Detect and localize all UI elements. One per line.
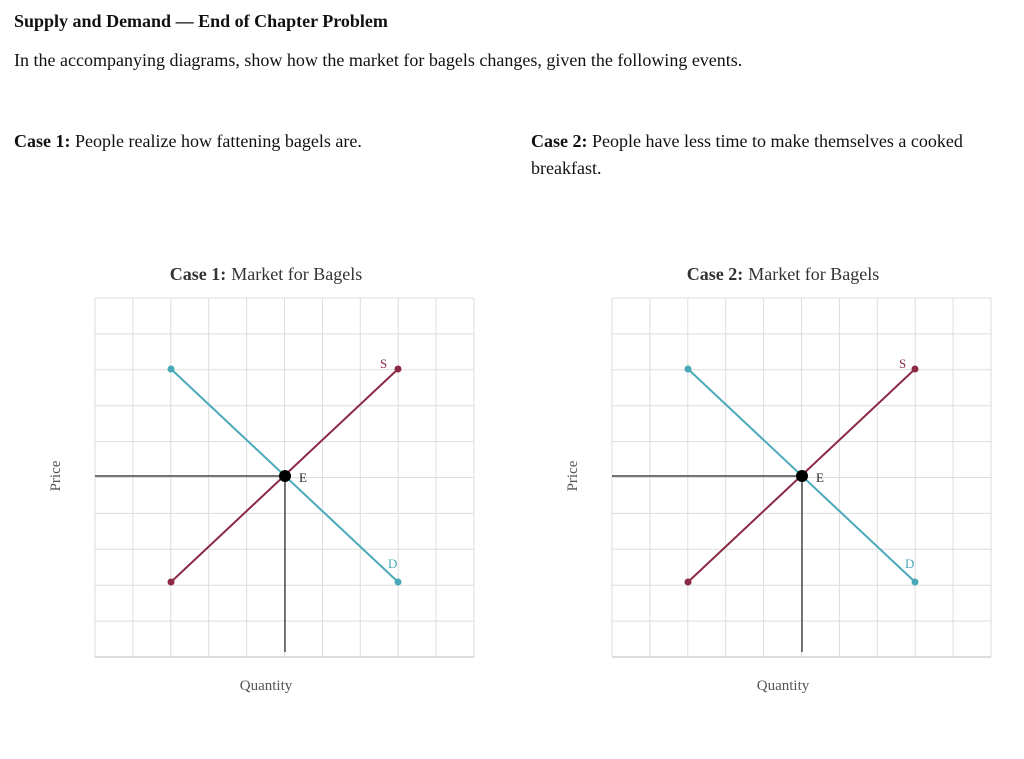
equilibrium-label: E xyxy=(299,470,307,485)
supply-label: S xyxy=(899,356,906,371)
y-axis-label: Price xyxy=(565,460,581,491)
supply-demand-graph: S D E Case 1: Market for Bagels Price Quantity xyxy=(48,264,475,694)
graph-title-text: Market for Bagels xyxy=(748,264,879,284)
demand-endpoint xyxy=(684,365,692,373)
graph-title-label: Case 2: xyxy=(687,264,744,284)
supply-label: S xyxy=(380,356,387,371)
x-axis-label: Quantity xyxy=(757,678,810,694)
supply-demand-graph: S D E Case 2: Market for Bagels Price Quantity xyxy=(565,264,992,694)
demand-endpoint xyxy=(911,578,919,586)
y-axis-label: Price xyxy=(48,460,64,491)
x-axis-label: Quantity xyxy=(240,678,293,694)
supply-endpoint xyxy=(911,365,919,373)
intro: In the accompanying diagrams, show how t… xyxy=(14,50,743,70)
graph-title-label: Case 1: xyxy=(170,264,227,284)
equilibrium-label: E xyxy=(816,470,824,485)
equilibrium-point xyxy=(279,470,291,482)
case-label: Case 2: xyxy=(531,131,588,151)
equilibrium-point xyxy=(796,470,808,482)
graph-title: Case 1: Market for Bagels xyxy=(170,264,362,284)
demand-label: D xyxy=(905,556,914,571)
supply-endpoint xyxy=(394,365,402,373)
demand-endpoint xyxy=(394,578,402,586)
demand-endpoint xyxy=(167,365,175,373)
supply-endpoint xyxy=(167,578,175,586)
case: Case 2: People have less time to make th… xyxy=(531,128,1001,182)
graph-title: Case 2: Market for Bagels xyxy=(687,264,879,284)
supply-endpoint xyxy=(684,578,692,586)
page-title: Supply and Demand — End of Chapter Probl… xyxy=(14,11,388,31)
case-label: Case 1: xyxy=(14,131,71,151)
graph-title-text: Market for Bagels xyxy=(231,264,362,284)
case-text: People realize how fattening bagels are. xyxy=(75,131,362,151)
case: Case 1: People realize how fattening bag… xyxy=(14,128,494,155)
case-text: People have less time to make themselves… xyxy=(531,131,963,178)
demand-label: D xyxy=(388,556,397,571)
